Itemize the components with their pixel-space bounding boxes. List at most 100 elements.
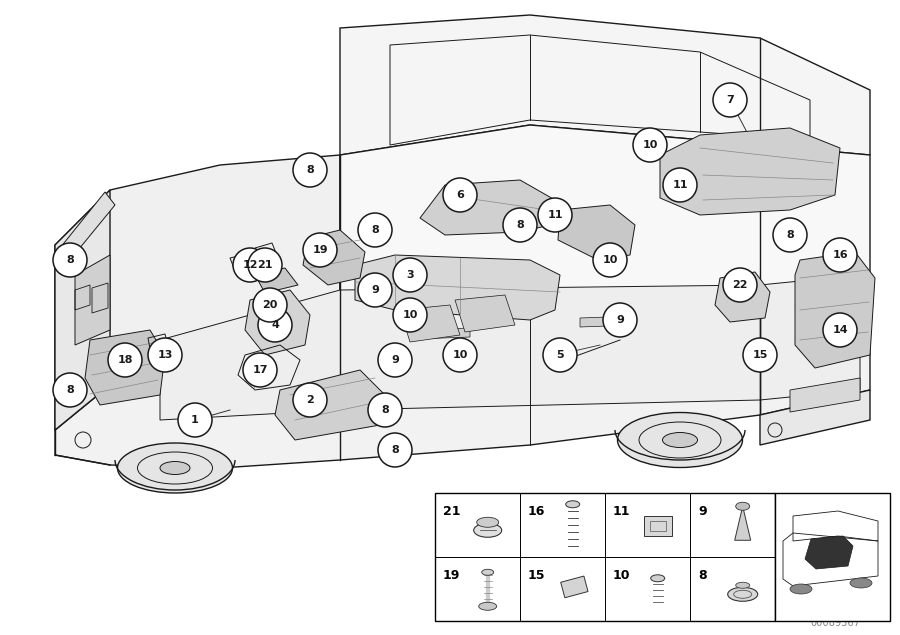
Text: 11: 11 <box>547 210 562 220</box>
Circle shape <box>293 383 327 417</box>
Ellipse shape <box>160 462 190 474</box>
Polygon shape <box>355 255 560 320</box>
Polygon shape <box>415 328 470 339</box>
Polygon shape <box>55 290 870 468</box>
Circle shape <box>358 213 392 247</box>
Circle shape <box>178 403 212 437</box>
Circle shape <box>148 338 182 372</box>
Polygon shape <box>660 128 840 215</box>
Circle shape <box>53 373 87 407</box>
Polygon shape <box>55 155 340 430</box>
Text: 9: 9 <box>616 315 624 325</box>
Circle shape <box>593 243 627 277</box>
Bar <box>775 493 890 621</box>
Ellipse shape <box>118 443 232 493</box>
Text: 11: 11 <box>672 180 688 190</box>
Ellipse shape <box>651 575 665 582</box>
Text: 8: 8 <box>66 385 74 395</box>
Text: 20: 20 <box>262 300 278 310</box>
Text: 6: 6 <box>456 190 464 200</box>
Text: 2: 2 <box>306 395 314 405</box>
Text: 8: 8 <box>371 225 379 235</box>
Text: 18: 18 <box>117 355 133 365</box>
Circle shape <box>443 338 477 372</box>
Text: 21: 21 <box>257 260 273 270</box>
Circle shape <box>538 198 572 232</box>
Circle shape <box>443 178 477 212</box>
Circle shape <box>393 298 427 332</box>
Polygon shape <box>75 255 110 345</box>
Circle shape <box>303 233 337 267</box>
Ellipse shape <box>728 587 758 601</box>
Circle shape <box>378 433 412 467</box>
Polygon shape <box>55 190 110 430</box>
Text: 10: 10 <box>643 140 658 150</box>
Text: 9: 9 <box>392 355 399 365</box>
Text: 8: 8 <box>306 165 314 175</box>
Polygon shape <box>760 390 870 445</box>
Text: 10: 10 <box>613 569 631 582</box>
Circle shape <box>108 343 142 377</box>
Text: 15: 15 <box>752 350 768 360</box>
Circle shape <box>823 238 857 272</box>
Text: 10: 10 <box>602 255 617 265</box>
Text: 17: 17 <box>252 365 268 375</box>
Circle shape <box>378 343 412 377</box>
Circle shape <box>243 353 277 387</box>
Circle shape <box>368 393 402 427</box>
Ellipse shape <box>477 518 499 527</box>
Polygon shape <box>420 180 555 235</box>
Ellipse shape <box>566 501 580 508</box>
Ellipse shape <box>479 602 497 610</box>
Circle shape <box>823 313 857 347</box>
Text: 16: 16 <box>528 505 545 518</box>
Polygon shape <box>85 330 165 405</box>
Polygon shape <box>805 536 853 569</box>
Text: 12: 12 <box>242 260 257 270</box>
Polygon shape <box>795 252 875 368</box>
Text: 19: 19 <box>312 245 328 255</box>
Circle shape <box>503 208 537 242</box>
Polygon shape <box>160 275 860 420</box>
Text: 8: 8 <box>66 255 74 265</box>
Text: 9: 9 <box>698 505 706 518</box>
Circle shape <box>53 243 87 277</box>
Circle shape <box>633 128 667 162</box>
Circle shape <box>743 338 777 372</box>
Bar <box>435 493 775 621</box>
Text: 8: 8 <box>392 445 399 455</box>
Polygon shape <box>303 230 365 285</box>
Ellipse shape <box>735 502 750 511</box>
Circle shape <box>663 168 697 202</box>
Circle shape <box>253 288 287 322</box>
Bar <box>644 516 671 537</box>
Text: 4: 4 <box>271 320 279 330</box>
Circle shape <box>248 248 282 282</box>
Circle shape <box>603 303 637 337</box>
Polygon shape <box>580 316 635 327</box>
Bar <box>650 521 666 531</box>
Text: 8: 8 <box>381 405 389 415</box>
Circle shape <box>393 258 427 292</box>
Polygon shape <box>245 290 310 355</box>
Polygon shape <box>558 205 635 260</box>
Text: 00089367: 00089367 <box>810 618 860 628</box>
Text: 7: 7 <box>726 95 734 105</box>
Ellipse shape <box>473 523 501 537</box>
Ellipse shape <box>850 578 872 588</box>
Ellipse shape <box>662 432 698 448</box>
Bar <box>561 576 588 598</box>
Circle shape <box>713 83 747 117</box>
Polygon shape <box>715 272 770 322</box>
Polygon shape <box>790 378 860 412</box>
Text: 13: 13 <box>158 350 173 360</box>
Circle shape <box>723 268 757 302</box>
Circle shape <box>773 218 807 252</box>
Text: 8: 8 <box>786 230 794 240</box>
Text: 8: 8 <box>516 220 524 230</box>
Circle shape <box>543 338 577 372</box>
Polygon shape <box>340 15 870 155</box>
Ellipse shape <box>617 413 742 467</box>
Polygon shape <box>400 305 460 342</box>
Circle shape <box>258 308 292 342</box>
